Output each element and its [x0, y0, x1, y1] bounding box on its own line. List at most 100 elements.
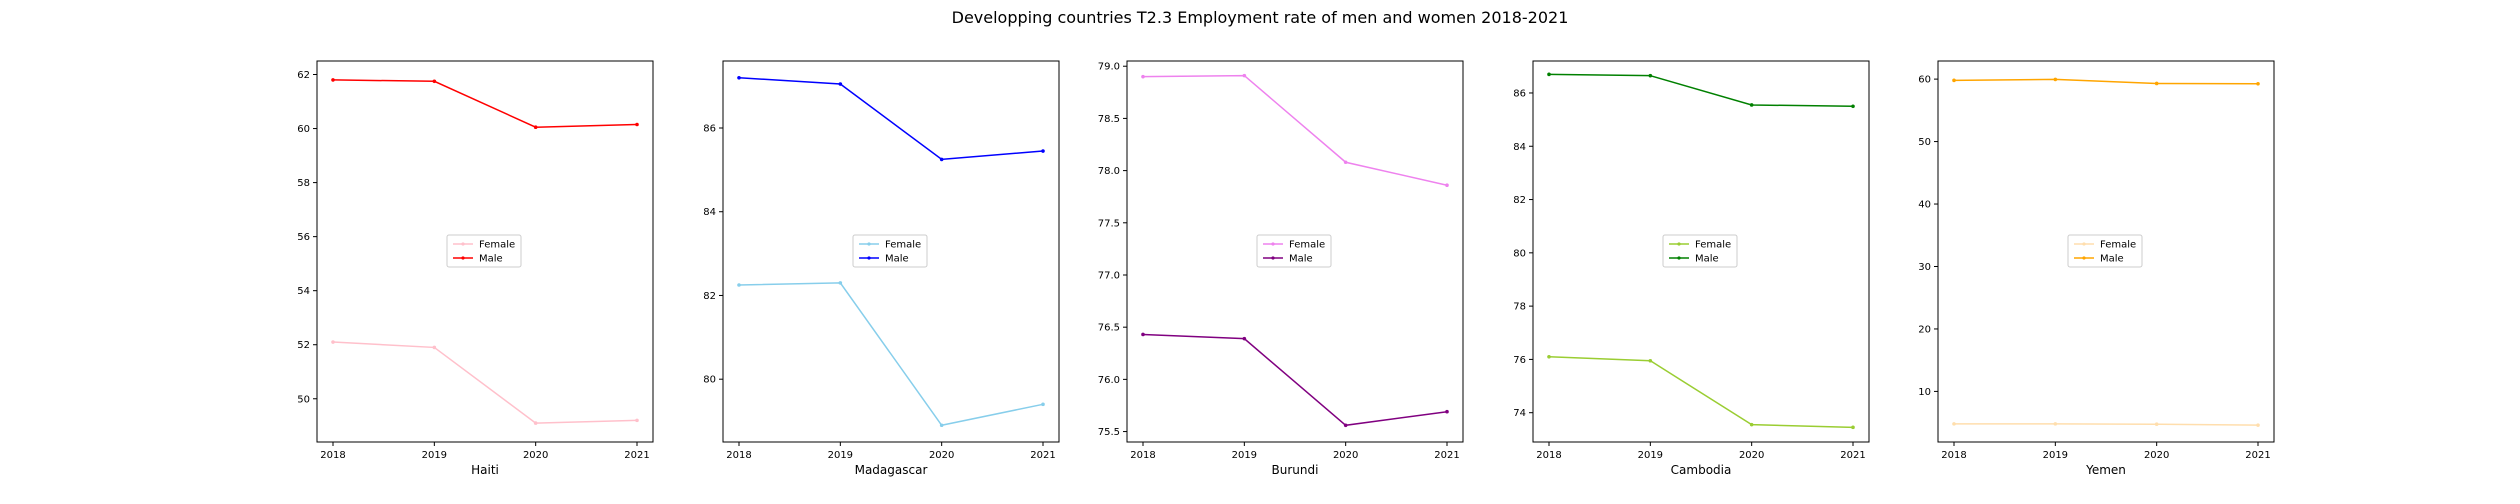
y-tick-label: 78 [1513, 302, 1526, 313]
plot-marks: 2018 2019 2020 2021 80 82 84 86 [703, 75, 1056, 461]
x-tick-label: 2021 [1434, 450, 1459, 461]
data-point [1648, 73, 1653, 78]
data-point [432, 345, 437, 350]
data-point [1851, 425, 1855, 430]
data-point [1445, 409, 1449, 414]
data-point [1851, 104, 1855, 109]
data-point [1749, 422, 1754, 427]
legend: Female Male [2067, 234, 2143, 268]
y-tick-label: 76.0 [1098, 375, 1120, 386]
y-tick-label: 54 [297, 286, 310, 297]
subplot-yemen: 2018 2019 2020 2021 10 20 30 40 50 60 Yemen Femal… [1918, 60, 2275, 477]
x-tick-label: 2018 [1536, 450, 1561, 461]
subplot-madagascar: 2018 2019 2020 2021 80 82 84 86 Madagascar Fema… [703, 60, 1060, 477]
plot-marks: 2018 2019 2020 2021 10 20 30 40 50 60 [1918, 75, 2270, 461]
data-point [1242, 336, 1247, 341]
y-tick-label: 86 [703, 123, 716, 134]
plot-marks: 2018 2019 2020 2021 75.5 76.0 76.5 77.0 77.5 78.0… [1098, 62, 1460, 461]
x-tick-label: 2019 [2043, 450, 2068, 461]
y-tick-label: 84 [1513, 142, 1526, 153]
legend-label: Male [2100, 254, 2124, 265]
series-line-male [332, 79, 638, 128]
subplot-burundi: 2018 2019 2020 2021 75.5 76.0 76.5 77.0 77.5 78.0… [1098, 60, 1464, 477]
plot-marks: 2018 2019 2020 2021 74 76 78 80 82 84 86 [1513, 72, 1866, 461]
y-tick-label: 58 [297, 178, 310, 189]
legend-entry-male: Male [859, 254, 909, 265]
legend-entry-female: Female [453, 240, 515, 251]
y-tick-label: 10 [1918, 387, 1931, 398]
x-tick-label: 2020 [523, 450, 548, 461]
legend-box [2067, 234, 2143, 268]
data-point [331, 78, 335, 82]
legend-entry-male: Male [1669, 254, 1719, 265]
data-point [838, 281, 843, 285]
x-tick-label: 2021 [1030, 450, 1055, 461]
legend: Female Male [852, 234, 928, 268]
x-tick-label: 2019 [1638, 450, 1663, 461]
data-point [1343, 160, 1348, 165]
y-tick-label: 86 [1513, 88, 1526, 99]
x-axis-label: Yemen [2085, 463, 2126, 477]
x-tick-label: 2020 [1333, 450, 1358, 461]
x-tick-label: 2021 [624, 450, 649, 461]
data-point [939, 157, 944, 162]
data-point [533, 125, 538, 130]
x-tick-label: 2019 [422, 450, 447, 461]
data-point [331, 340, 335, 344]
x-axis-label: Madagascar [855, 463, 928, 477]
series-line-female [1954, 423, 2259, 426]
x-tick-label: 2021 [1840, 450, 1865, 461]
y-tick-label: 77.5 [1098, 218, 1120, 229]
y-tick-label: 76 [1513, 355, 1526, 366]
series-line-female [738, 282, 1044, 427]
y-tick-label: 84 [703, 207, 716, 218]
data-point [838, 82, 843, 86]
y-tick-label: 76.5 [1098, 323, 1120, 334]
legend-entry-male: Male [453, 254, 503, 265]
x-tick-label: 2018 [1130, 450, 1155, 461]
legend-entry-female: Female [859, 240, 921, 251]
series-line-male [1142, 333, 1448, 427]
data-point [1343, 423, 1348, 428]
y-tick-label: 52 [297, 340, 310, 351]
data-point [1952, 422, 1956, 426]
x-tick-label: 2018 [320, 450, 345, 461]
data-point [2154, 422, 2159, 426]
data-point [2256, 81, 2260, 86]
y-tick-label: 77.0 [1098, 270, 1120, 281]
data-point [2256, 423, 2260, 427]
x-axis-label: Haiti [471, 463, 499, 477]
y-tick-label: 78.5 [1098, 114, 1120, 125]
data-point [432, 79, 437, 84]
x-tick-label: 2020 [929, 450, 954, 461]
y-tick-label: 74 [1513, 408, 1526, 419]
y-tick-label: 80 [1513, 248, 1526, 259]
legend: Female Male [446, 234, 522, 268]
y-tick-label: 80 [703, 375, 716, 386]
data-point [2053, 422, 2058, 426]
x-tick-label: 2021 [2245, 450, 2270, 461]
series-line-male [1953, 78, 2259, 85]
y-tick-label: 79.0 [1098, 62, 1120, 73]
data-point [1141, 332, 1145, 337]
series-line-female [332, 341, 638, 424]
y-tick-label: 50 [297, 394, 310, 405]
data-point [1547, 354, 1551, 359]
legend: Female Male [1662, 234, 1738, 268]
x-axis-label: Cambodia [1671, 463, 1732, 477]
y-tick-label: 30 [1918, 262, 1931, 273]
data-point [1547, 72, 1551, 77]
legend: Female Male [1256, 234, 1332, 268]
y-tick-label: 56 [297, 232, 310, 243]
legend-label: Male [1289, 254, 1313, 265]
legend-entry-female: Female [2074, 240, 2136, 251]
data-point [1749, 103, 1754, 107]
data-point [1952, 78, 1956, 83]
data-point [939, 423, 944, 428]
x-tick-label: 2018 [1941, 450, 1966, 461]
series-line-female [1548, 355, 1854, 429]
y-tick-label: 82 [1513, 195, 1526, 206]
data-point [1445, 183, 1449, 188]
series-line-female [1142, 74, 1448, 186]
